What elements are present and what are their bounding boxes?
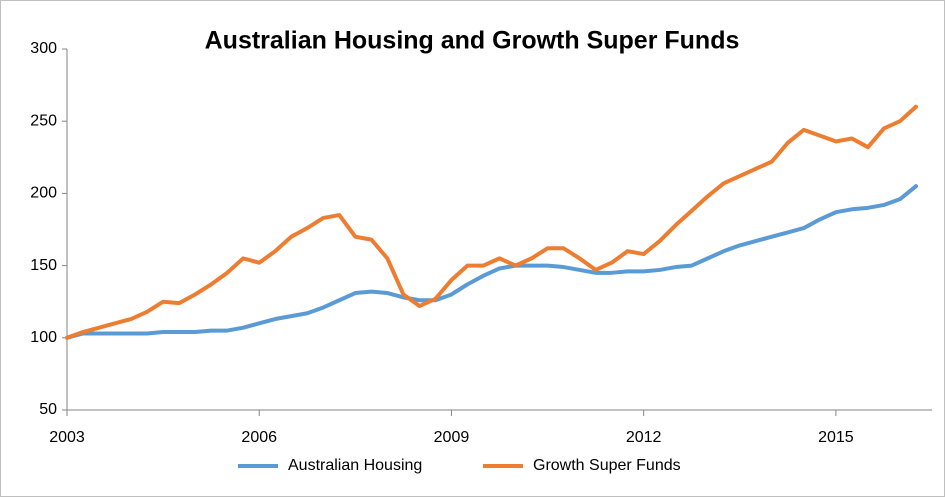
y-tick-label: 200 (30, 185, 57, 202)
legend-label: Growth Super Funds (533, 457, 681, 474)
y-tick-label: 150 (30, 257, 57, 274)
chart-title: Australian Housing and Growth Super Fund… (205, 27, 740, 55)
x-tick-label: 2012 (626, 429, 662, 446)
y-tick-label: 100 (30, 329, 57, 346)
series-line (65, 104, 918, 340)
x-tick-label: 2003 (49, 429, 85, 446)
y-tick-label: 300 (30, 40, 57, 57)
y-tick-label: 50 (39, 401, 57, 418)
x-tick-label: 2006 (241, 429, 277, 446)
series-line (65, 184, 918, 340)
y-tick-label: 250 (30, 112, 57, 129)
x-tick-label: 2009 (434, 429, 470, 446)
x-tick-label: 2015 (818, 429, 854, 446)
legend-label: Australian Housing (288, 457, 422, 474)
